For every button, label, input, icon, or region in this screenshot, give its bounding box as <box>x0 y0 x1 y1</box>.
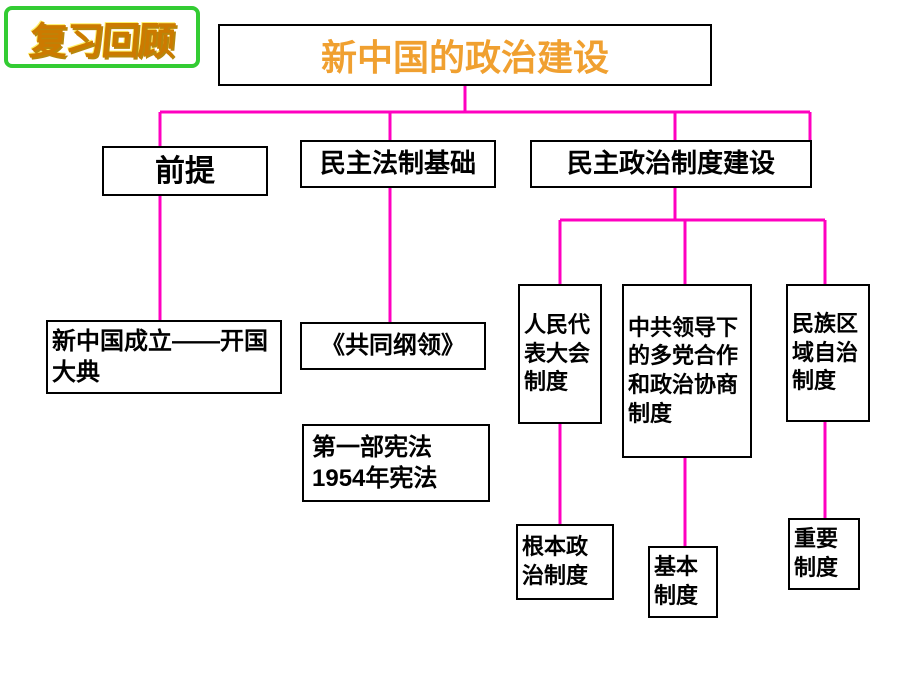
node-n9: 民族区域自治制度 <box>786 284 870 422</box>
node-n11: 基本制度 <box>648 546 718 618</box>
node-n8: 中共领导下的多党合作和政治协商制度 <box>622 284 752 458</box>
diagram-title: 新中国的政治建设 <box>218 24 712 86</box>
node-n7: 人民代表大会制度 <box>518 284 602 424</box>
node-n10: 根本政治制度 <box>516 524 614 600</box>
diagram-title-text: 新中国的政治建设 <box>321 29 609 81</box>
node-n1: 前提 <box>102 146 268 196</box>
node-n4: 新中国成立——开国大典 <box>46 320 282 394</box>
node-n3: 民主政治制度建设 <box>530 140 812 188</box>
review-badge-text: 复习回顾 <box>28 10 177 65</box>
node-n5: 《共同纲领》 <box>300 322 486 370</box>
node-n6: 第一部宪法1954年宪法 <box>302 424 490 502</box>
node-n12: 重要制度 <box>788 518 860 590</box>
node-n2: 民主法制基础 <box>300 140 496 188</box>
review-badge: 复习回顾 <box>4 6 200 68</box>
